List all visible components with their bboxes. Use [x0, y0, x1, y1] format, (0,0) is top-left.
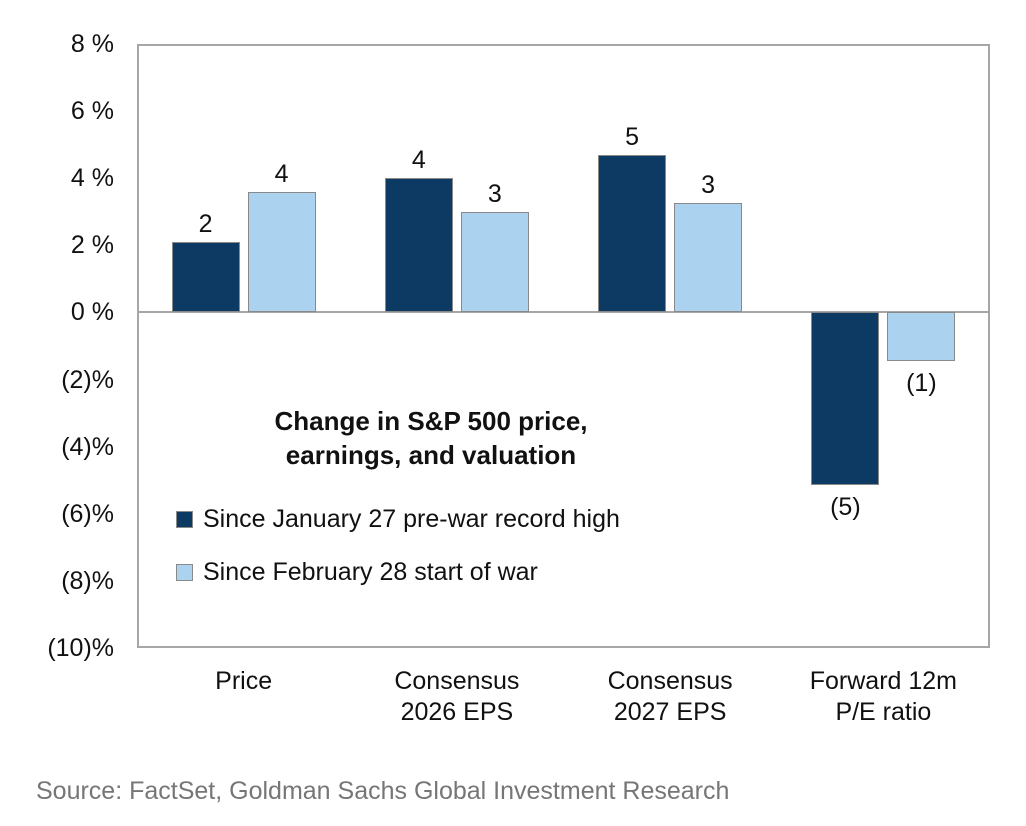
bar-light-series: [460, 211, 529, 313]
chart-title: Change in S&P 500 price, earnings, and v…: [274, 406, 588, 470]
source-credit: Source: FactSet, Goldman Sachs Global In…: [36, 777, 730, 805]
bar-value-label: 3: [701, 171, 716, 200]
bar-dark-series: [811, 312, 880, 486]
x-category-label: Forward 12m P/E ratio: [809, 667, 957, 726]
y-tick-label: 4 %: [70, 164, 114, 193]
legend-label: Since February 28 start of war: [203, 558, 538, 586]
bar-value-label: 2: [198, 209, 213, 238]
y-tick-label: 0 %: [70, 298, 114, 327]
bar-value-label: (1): [906, 369, 937, 398]
y-tick-label: (2)%: [61, 365, 114, 394]
bar-light-series: [247, 191, 316, 313]
y-tick-label: (10)%: [47, 634, 114, 662]
legend-label: Since January 27 pre-war record high: [203, 505, 620, 533]
legend-swatch-dark: [176, 510, 193, 528]
bar-light-series: [674, 203, 743, 313]
x-category-label: Consensus 2027 EPS: [607, 667, 733, 726]
bar-value-label: 3: [487, 179, 502, 208]
bar-value-label: 4: [274, 159, 289, 188]
bar-light-series: [887, 312, 956, 362]
bar-dark-series: [598, 154, 667, 313]
bar-dark-series: [384, 178, 453, 313]
bar-dark-series: [171, 241, 240, 313]
legend-item: Since February 28 start of war: [176, 558, 620, 586]
bar-value-label: 4: [411, 146, 426, 175]
y-tick-label: (6)%: [61, 499, 114, 528]
bar-value-label: 5: [625, 122, 640, 151]
y-tick-label: 2 %: [70, 231, 114, 260]
legend-swatch-light: [176, 563, 193, 581]
legend-item: Since January 27 pre-war record high: [176, 505, 620, 533]
chart-legend: Since January 27 pre-war record high Sinc…: [176, 505, 620, 611]
y-tick-label: (8)%: [61, 566, 114, 595]
y-tick-label: (4)%: [61, 432, 114, 461]
x-category-label: Consensus 2026 EPS: [394, 667, 520, 726]
y-tick-label: 6 %: [70, 97, 114, 126]
zero-baseline: [137, 311, 990, 314]
bar-value-label: (5): [830, 493, 861, 522]
x-category-label: Price: [215, 667, 273, 695]
y-tick-label: 8 %: [70, 30, 114, 58]
